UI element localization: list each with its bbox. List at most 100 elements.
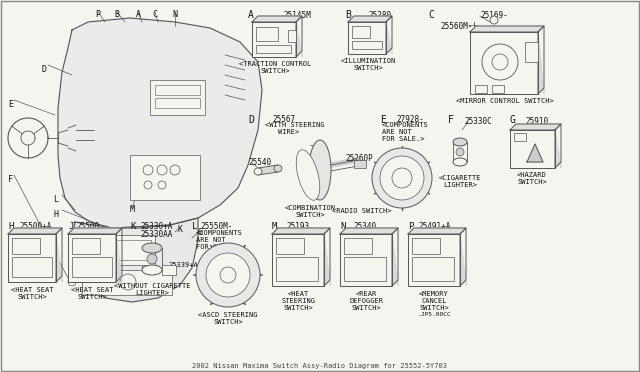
Text: 25500+A: 25500+A: [19, 222, 51, 231]
Text: <HEAT: <HEAT: [287, 291, 308, 297]
Text: SWITCH>: SWITCH>: [283, 305, 313, 311]
Text: SWITCH>: SWITCH>: [77, 294, 107, 300]
Bar: [412, 257, 454, 281]
Bar: [130, 155, 200, 200]
Text: M: M: [272, 222, 277, 231]
Text: 25330+A: 25330+A: [140, 222, 172, 231]
Text: <HEAT SEAT: <HEAT SEAT: [71, 287, 113, 293]
Text: H: H: [8, 222, 13, 231]
Bar: [408, 234, 460, 286]
Bar: [492, 85, 504, 93]
Polygon shape: [348, 16, 392, 22]
Text: A: A: [136, 10, 141, 19]
Text: 25550M-: 25550M-: [200, 222, 232, 231]
Text: 25330C: 25330C: [464, 117, 492, 126]
Circle shape: [490, 16, 498, 24]
Bar: [276, 257, 318, 281]
Polygon shape: [116, 234, 122, 282]
Bar: [352, 26, 370, 38]
Bar: [354, 160, 366, 168]
Bar: [510, 130, 555, 168]
Polygon shape: [56, 234, 62, 282]
Text: CANCEL: CANCEL: [421, 298, 447, 304]
Circle shape: [144, 181, 152, 189]
Text: M: M: [129, 205, 134, 214]
Bar: [82, 270, 172, 295]
Text: FOR SALE.>: FOR SALE.>: [196, 244, 239, 250]
Polygon shape: [555, 130, 561, 168]
Text: FOR SALE.>: FOR SALE.>: [382, 136, 424, 142]
Polygon shape: [460, 234, 466, 286]
Polygon shape: [408, 228, 466, 234]
Circle shape: [68, 278, 76, 286]
Circle shape: [220, 267, 236, 283]
Text: 25910: 25910: [525, 117, 548, 126]
Bar: [475, 85, 487, 93]
Text: <ASCD STEERING: <ASCD STEERING: [198, 312, 258, 318]
Text: 25500: 25500: [76, 222, 99, 231]
Text: <COMPONENTS: <COMPONENTS: [196, 230, 243, 236]
Bar: [252, 22, 296, 57]
Polygon shape: [68, 228, 122, 234]
Text: SWITCH>: SWITCH>: [213, 319, 243, 325]
Text: <RADIO SWITCH>: <RADIO SWITCH>: [332, 208, 392, 214]
Polygon shape: [252, 16, 302, 22]
Text: 25339+A: 25339+A: [168, 262, 198, 268]
Text: D: D: [41, 65, 46, 74]
Text: ARE NOT: ARE NOT: [382, 129, 412, 135]
Text: <WITHOUT CIGARETTE: <WITHOUT CIGARETTE: [114, 283, 190, 289]
Text: G: G: [510, 115, 516, 125]
Text: E: E: [380, 115, 386, 125]
Text: <COMBINATION: <COMBINATION: [285, 205, 335, 211]
Polygon shape: [72, 218, 198, 302]
Circle shape: [120, 274, 136, 290]
Text: 25193: 25193: [286, 222, 309, 231]
Circle shape: [206, 253, 250, 297]
Text: SWITCH>: SWITCH>: [351, 305, 381, 311]
Circle shape: [147, 254, 157, 264]
Circle shape: [372, 148, 432, 208]
Text: <MIRROR CONTROL SWITCH>: <MIRROR CONTROL SWITCH>: [456, 98, 554, 104]
Polygon shape: [470, 26, 544, 32]
Bar: [76, 123, 94, 153]
Text: 25330AA: 25330AA: [140, 230, 172, 239]
Bar: [256, 45, 291, 53]
Bar: [72, 257, 112, 277]
Text: SWITCH>: SWITCH>: [295, 212, 325, 218]
Ellipse shape: [142, 243, 162, 253]
Bar: [344, 257, 386, 281]
Circle shape: [380, 156, 424, 200]
Text: P: P: [408, 222, 413, 231]
Circle shape: [143, 165, 153, 175]
Polygon shape: [392, 234, 398, 286]
Text: L: L: [192, 222, 197, 231]
Bar: [12, 257, 52, 277]
Bar: [276, 238, 304, 254]
Text: F: F: [8, 175, 13, 184]
Text: SWITCH>: SWITCH>: [17, 294, 47, 300]
Polygon shape: [272, 228, 330, 234]
Text: <HAZARD: <HAZARD: [517, 172, 547, 178]
Bar: [12, 238, 40, 254]
Text: J: J: [68, 222, 74, 231]
Text: G: G: [198, 228, 202, 237]
Text: 25491+A: 25491+A: [418, 222, 451, 231]
Bar: [104, 240, 151, 260]
Text: H: H: [53, 210, 58, 219]
Text: 27928-: 27928-: [396, 115, 424, 124]
Text: D: D: [248, 115, 254, 125]
Circle shape: [392, 168, 412, 188]
Text: J: J: [70, 265, 74, 274]
Bar: [155, 98, 200, 108]
Circle shape: [482, 44, 518, 80]
Text: 25260P: 25260P: [345, 154, 372, 163]
Text: <MEMORY: <MEMORY: [419, 291, 449, 297]
Text: LIGHTER>: LIGHTER>: [443, 182, 477, 188]
Polygon shape: [258, 165, 278, 175]
Polygon shape: [510, 124, 561, 130]
Circle shape: [157, 165, 167, 175]
Text: LIGHTER>: LIGHTER>: [135, 290, 169, 296]
Text: .JP5.00CC: .JP5.00CC: [417, 312, 451, 317]
Polygon shape: [58, 18, 262, 228]
Text: STEERING: STEERING: [281, 298, 315, 304]
